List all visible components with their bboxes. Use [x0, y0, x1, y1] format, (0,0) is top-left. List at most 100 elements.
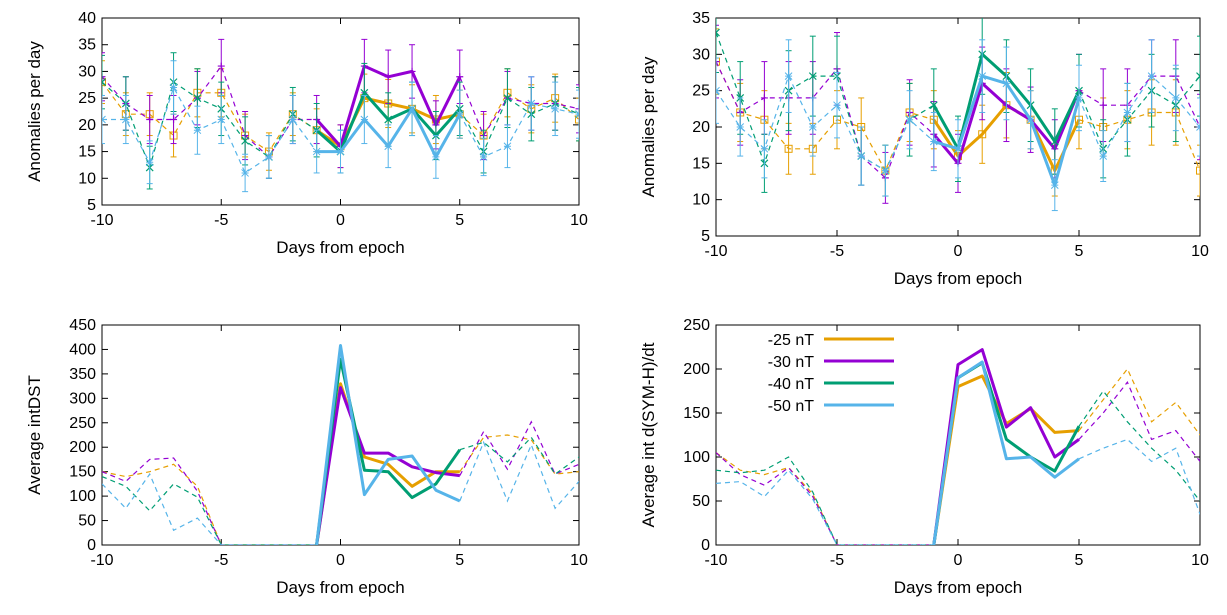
y-tick-label: 150: [69, 464, 96, 481]
data-point: [102, 115, 106, 124]
data-point: [169, 83, 178, 92]
data-point: [265, 153, 273, 161]
data-point: [833, 101, 841, 110]
y-axis-label: Average intDST: [25, 375, 44, 495]
data-point: [217, 115, 226, 124]
y-tick-label: 35: [692, 10, 710, 27]
series-m25nT: [102, 382, 579, 545]
data-point: [193, 94, 202, 103]
data-point: [575, 105, 579, 113]
data-point: [1050, 137, 1059, 146]
x-tick-label: 0: [336, 552, 345, 569]
data-point: [102, 78, 106, 87]
x-tick-label: 5: [1075, 552, 1084, 569]
y-axis-label: Anomalies per day: [25, 41, 44, 182]
x-tick-label: 10: [1191, 552, 1209, 569]
data-point: [1026, 115, 1035, 124]
series-line-dashed-post: [1078, 111, 1200, 171]
data-point: [929, 101, 938, 110]
y-tick-label: 50: [78, 513, 96, 530]
data-point: [312, 147, 321, 156]
series-line-dashed-pre: [102, 81, 317, 153]
data-point: [1002, 79, 1011, 88]
series-line-dashed-post: [459, 102, 579, 158]
data-point: [456, 73, 464, 81]
x-tick-label: 0: [336, 212, 345, 229]
x-tick-label: -5: [830, 243, 844, 260]
data-point: [1196, 123, 1200, 131]
series-line-dashed-post: [1078, 389, 1200, 502]
x-tick-label: -10: [90, 212, 113, 229]
x-tick-label: 0: [954, 243, 963, 260]
data-point: [145, 158, 154, 167]
data-point: [551, 104, 560, 113]
y-tick-label: 200: [69, 439, 96, 456]
series-line-dashed-pre: [102, 81, 317, 170]
plot-area: [716, 348, 1200, 545]
data-point: [193, 126, 202, 135]
series-line-dashed-post: [459, 91, 579, 137]
series-line-dashed-pre: [716, 452, 934, 545]
data-point: [954, 144, 962, 153]
data-point: [760, 94, 768, 102]
y-tick-label: 15: [78, 144, 96, 161]
series-m30nT: [716, 348, 1200, 545]
data-point: [384, 142, 393, 151]
y-tick-label: 400: [69, 341, 96, 358]
data-point: [1099, 101, 1107, 109]
x-tick-label: -5: [214, 212, 228, 229]
y-tick-label: 10: [692, 192, 710, 209]
data-point: [857, 152, 866, 160]
series-line-dashed-pre: [716, 74, 935, 172]
data-point: [905, 115, 914, 124]
data-point: [784, 72, 793, 80]
data-point: [1196, 72, 1200, 81]
y-tick-label: 25: [692, 83, 710, 100]
x-tick-label: -10: [704, 243, 727, 260]
series-line-solid: [315, 344, 461, 545]
series-line-dashed-post: [1078, 75, 1200, 128]
legend-label: -40 nT: [768, 376, 814, 393]
y-tick-label: 35: [78, 37, 96, 54]
y-tick-label: 20: [78, 117, 96, 134]
series-line-dashed-post: [459, 76, 579, 137]
series-line-dashed-pre: [716, 456, 934, 545]
data-point: [241, 136, 250, 145]
data-point: [736, 123, 745, 131]
series-m30nT: [102, 386, 579, 545]
series-line-dashed-post: [459, 97, 579, 153]
series-line-dashed-pre: [102, 85, 318, 174]
data-point: [384, 73, 392, 81]
series-line-dashed-post: [459, 436, 579, 475]
data-point: [808, 123, 817, 131]
series-line-dashed-post: [459, 434, 579, 475]
legend-label: -25 nT: [768, 332, 814, 349]
series-line-dashed-post: [1078, 367, 1200, 436]
chart-1: -10 -5 0 5 10 5 10 15 20 25 30 35 40 Days from epoch A…: [25, 10, 588, 257]
x-axis-label: Days from epoch: [276, 578, 405, 597]
series-m50nT: [102, 344, 579, 545]
y-tick-label: 200: [683, 361, 710, 378]
x-axis-label: Days from epoch: [276, 238, 405, 257]
chart-3: -10 -5 0 5 10050100150200250300350400450Days…: [25, 317, 588, 597]
x-tick-label: 5: [455, 552, 464, 569]
y-tick-label: 0: [87, 537, 96, 554]
data-point: [1050, 181, 1059, 189]
data-point: [217, 62, 225, 70]
x-tick-label: 5: [455, 212, 464, 229]
data-point: [527, 99, 536, 108]
data-point: [1196, 166, 1200, 175]
data-point: [102, 78, 106, 87]
x-tick-label: 5: [1075, 243, 1084, 260]
y-tick-label: 25: [78, 90, 96, 107]
data-point: [929, 137, 938, 146]
data-point: [360, 115, 369, 124]
series-line-dashed-pre: [716, 469, 934, 545]
series-line-dashed-pre: [102, 463, 317, 545]
data-point: [760, 144, 769, 153]
y-tick-label: 450: [69, 317, 96, 334]
series-line-dashed-post: [459, 440, 579, 510]
series-line-dashed-pre: [102, 476, 317, 545]
data-point: [384, 115, 393, 124]
